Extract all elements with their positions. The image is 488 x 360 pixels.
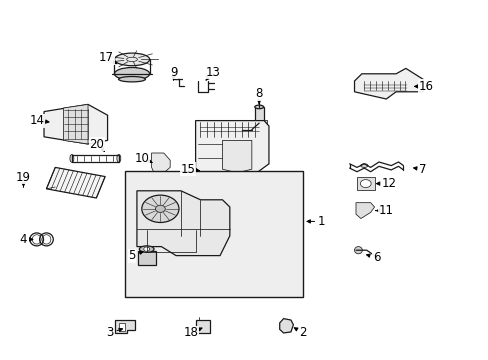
Polygon shape bbox=[354, 68, 422, 99]
Text: 5: 5 bbox=[128, 249, 143, 262]
Text: 11: 11 bbox=[375, 204, 393, 217]
Polygon shape bbox=[46, 167, 105, 198]
Ellipse shape bbox=[254, 105, 263, 109]
Polygon shape bbox=[63, 104, 88, 144]
Text: 6: 6 bbox=[366, 251, 380, 264]
Bar bbox=[254, 107, 263, 121]
Bar bbox=[119, 323, 124, 331]
Text: 12: 12 bbox=[376, 177, 395, 190]
Ellipse shape bbox=[139, 246, 154, 252]
Ellipse shape bbox=[360, 180, 370, 188]
Polygon shape bbox=[355, 203, 374, 219]
Circle shape bbox=[143, 247, 149, 251]
Bar bbox=[138, 251, 155, 265]
Ellipse shape bbox=[360, 164, 367, 167]
Text: 13: 13 bbox=[205, 66, 220, 80]
Text: 10: 10 bbox=[134, 152, 152, 165]
Ellipse shape bbox=[354, 247, 362, 254]
Text: 1: 1 bbox=[306, 215, 325, 228]
Text: 2: 2 bbox=[294, 327, 306, 339]
Polygon shape bbox=[222, 140, 251, 173]
Text: 9: 9 bbox=[169, 66, 177, 80]
Circle shape bbox=[155, 205, 165, 212]
Text: 16: 16 bbox=[414, 80, 433, 93]
Text: 4: 4 bbox=[20, 233, 33, 246]
Ellipse shape bbox=[119, 77, 145, 82]
Text: 14: 14 bbox=[29, 114, 49, 127]
Polygon shape bbox=[151, 153, 170, 173]
Polygon shape bbox=[356, 177, 374, 190]
Text: 17: 17 bbox=[99, 51, 117, 64]
Circle shape bbox=[142, 195, 179, 222]
Text: 7: 7 bbox=[413, 163, 426, 176]
Bar bbox=[124, 171, 303, 297]
Polygon shape bbox=[44, 104, 107, 144]
Polygon shape bbox=[279, 319, 293, 333]
Polygon shape bbox=[195, 121, 268, 175]
Text: 20: 20 bbox=[89, 138, 104, 151]
Text: 19: 19 bbox=[16, 171, 31, 187]
Polygon shape bbox=[195, 320, 210, 333]
Polygon shape bbox=[115, 320, 135, 333]
Ellipse shape bbox=[117, 154, 121, 162]
Ellipse shape bbox=[70, 154, 74, 162]
Bar bbox=[251, 120, 266, 123]
Text: 18: 18 bbox=[183, 327, 202, 339]
Ellipse shape bbox=[114, 68, 149, 80]
Text: 8: 8 bbox=[255, 87, 263, 104]
Ellipse shape bbox=[114, 53, 149, 66]
Polygon shape bbox=[137, 191, 229, 256]
Text: 3: 3 bbox=[106, 327, 122, 339]
Text: 15: 15 bbox=[181, 163, 199, 176]
